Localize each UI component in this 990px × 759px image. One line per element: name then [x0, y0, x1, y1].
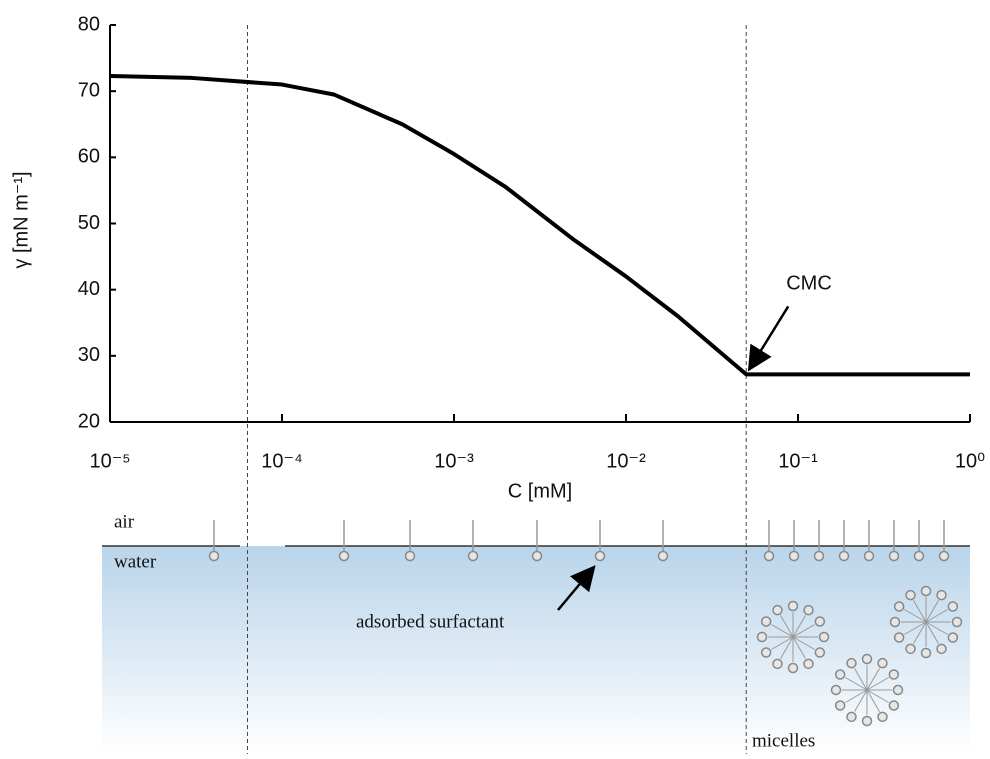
water-label: water: [114, 551, 157, 572]
surfactant-head: [815, 617, 824, 626]
surfactant-head: [659, 552, 668, 561]
surfactant-head: [773, 606, 782, 615]
y-axis-label: γ [mN m⁻¹]: [10, 171, 32, 268]
adsorbed-label: adsorbed surfactant: [356, 611, 505, 632]
surfactant-head: [406, 552, 415, 561]
surfactant-head: [948, 602, 957, 611]
surfactant-head: [894, 686, 903, 695]
surfactant-head: [533, 552, 542, 561]
surfactant-head: [937, 591, 946, 600]
y-tick-label: 50: [78, 212, 100, 234]
x-tick-label: 10⁻⁵: [89, 450, 130, 472]
surfactant-head: [895, 633, 904, 642]
x-tick-label: 10⁻³: [434, 450, 474, 472]
surfactant-head: [847, 659, 856, 668]
annotation-arrow: [749, 306, 788, 369]
surfactant-head: [773, 659, 782, 668]
surfactant-head: [836, 670, 845, 679]
data-line: [110, 76, 970, 374]
y-tick-label: 80: [78, 13, 100, 35]
surfactant-head: [469, 552, 478, 561]
surfactant-head: [948, 633, 957, 642]
y-tick-label: 70: [78, 79, 100, 101]
annotation: CMC: [786, 273, 832, 295]
surfactant-head: [820, 633, 829, 642]
surfactant-head: [840, 552, 849, 561]
surfactant-head: [922, 649, 931, 658]
surfactant-head: [836, 701, 845, 710]
x-axis-label: C [mM]: [508, 480, 572, 502]
surfactant-head: [890, 552, 899, 561]
surfactant-head: [915, 552, 924, 561]
x-tick-label: 10⁻²: [606, 450, 646, 472]
surfactant-head: [815, 552, 824, 561]
water-region: [102, 546, 970, 754]
surfactant-head: [815, 648, 824, 657]
surfactant-head: [889, 670, 898, 679]
surfactant-head: [210, 552, 219, 561]
surfactant-head: [762, 617, 771, 626]
surfactant-head: [863, 655, 872, 664]
y-tick-label: 20: [78, 410, 100, 432]
surfactant-head: [891, 618, 900, 627]
surfactant-head: [789, 664, 798, 673]
surfactant-head: [758, 633, 767, 642]
x-tick-label: 10⁻⁴: [261, 450, 302, 472]
surfactant-head: [922, 587, 931, 596]
surfactant-head: [804, 659, 813, 668]
surfactant-head: [889, 701, 898, 710]
surfactant-head: [940, 552, 949, 561]
surfactant-head: [762, 648, 771, 657]
x-tick-label: 10⁻¹: [778, 450, 818, 472]
micelles-label: micelles: [752, 730, 815, 751]
surfactant-head: [847, 712, 856, 721]
surfactant-head: [895, 602, 904, 611]
x-tick-label: 10⁰: [955, 450, 985, 472]
chart: air water adsorbed surfactant micelles γ…: [0, 0, 990, 754]
surfactant-head: [878, 712, 887, 721]
surfactant-head: [832, 686, 841, 695]
air-label: air: [114, 511, 135, 532]
surfactant-head: [953, 618, 962, 627]
surfactant-head: [804, 606, 813, 615]
surfactant-head: [789, 602, 798, 611]
y-tick-label: 30: [78, 344, 100, 366]
surfactant-head: [865, 552, 874, 561]
surfactant-head: [863, 717, 872, 726]
surfactant-head: [340, 552, 349, 561]
surfactant-head: [878, 659, 887, 668]
surfactant-head: [906, 644, 915, 653]
surfactant-head: [937, 644, 946, 653]
surfactant-head: [906, 591, 915, 600]
surfactant-head: [765, 552, 774, 561]
surfactant-head: [596, 552, 605, 561]
y-tick-label: 60: [78, 146, 100, 168]
y-tick-label: 40: [78, 278, 100, 300]
surfactant-head: [790, 552, 799, 561]
